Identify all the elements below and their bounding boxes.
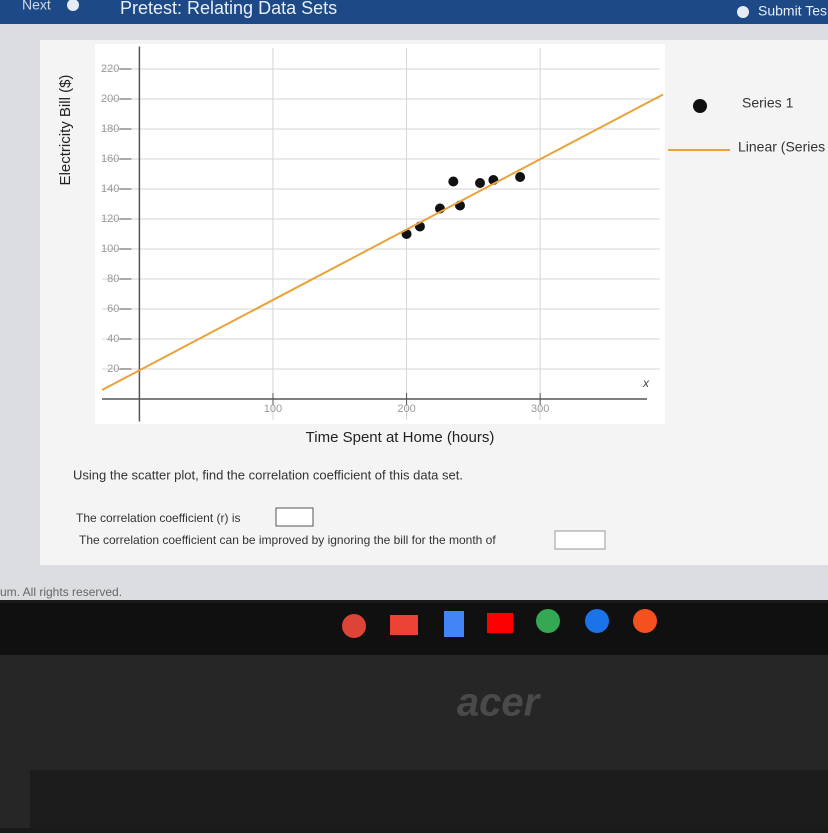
page-title: Pretest: Relating Data Sets [120, 0, 337, 18]
y-tick-label: 200 [101, 93, 119, 105]
answer-box-2[interactable] [554, 530, 606, 550]
y-tick-label: 160 [101, 153, 119, 165]
docs-icon[interactable] [444, 611, 464, 637]
x-tick-label: 100 [264, 403, 282, 415]
question-line-1: The correlation coefficient (r) is [76, 511, 241, 525]
y-axis-title: Electricity Bill ($) [57, 75, 74, 186]
question-line-2: The correlation coefficient can be impro… [79, 533, 496, 547]
y-tick-label: 120 [101, 213, 119, 225]
y-tick-label: 40 [107, 333, 119, 345]
data-point [475, 178, 486, 188]
legend-label: Series 1 [742, 95, 794, 111]
plot-area [95, 44, 665, 424]
answer-box-1[interactable] [275, 507, 314, 527]
chart: 20 40 60 80 100 120 140 160 180 200 220 100 200 300 x T… [57, 46, 825, 446]
y-tick-label: 220 [101, 63, 119, 75]
next-icon[interactable] [67, 0, 79, 11]
next-button[interactable]: Next [22, 0, 51, 13]
x-axis-title: Time Spent at Home (hours) [306, 429, 495, 446]
top-bar [0, 0, 828, 24]
x-axis-end-label: x [642, 376, 650, 390]
x-tick-label: 300 [531, 403, 549, 415]
y-tick-label: 60 [107, 303, 119, 315]
x-tick-label: 200 [397, 403, 415, 415]
y-tick-label: 80 [107, 273, 119, 285]
brand-logo: acer [457, 681, 542, 725]
legend-label: Linear (Series [738, 139, 825, 155]
y-tick-label: 140 [101, 183, 119, 195]
y-tick-label: 20 [107, 363, 119, 375]
legend-marker [693, 99, 707, 113]
slides-icon[interactable] [633, 609, 657, 633]
submit-button[interactable]: Submit Tes [758, 3, 827, 19]
files-icon[interactable] [585, 609, 609, 633]
chrome-icon[interactable] [342, 614, 366, 638]
youtube-icon[interactable] [487, 613, 513, 633]
laptop-base [30, 770, 828, 828]
data-point [448, 176, 459, 187]
trend-line [101, 93, 664, 391]
data-point [515, 172, 526, 182]
y-tick-label: 100 [101, 243, 119, 255]
y-tick-label: 180 [101, 123, 119, 135]
submit-icon[interactable] [737, 6, 749, 18]
play-icon[interactable] [536, 609, 560, 633]
footer-text: um. All rights reserved. [0, 585, 122, 599]
question-prompt: Using the scatter plot, find the correla… [73, 467, 463, 482]
gmail-icon[interactable] [390, 615, 418, 635]
